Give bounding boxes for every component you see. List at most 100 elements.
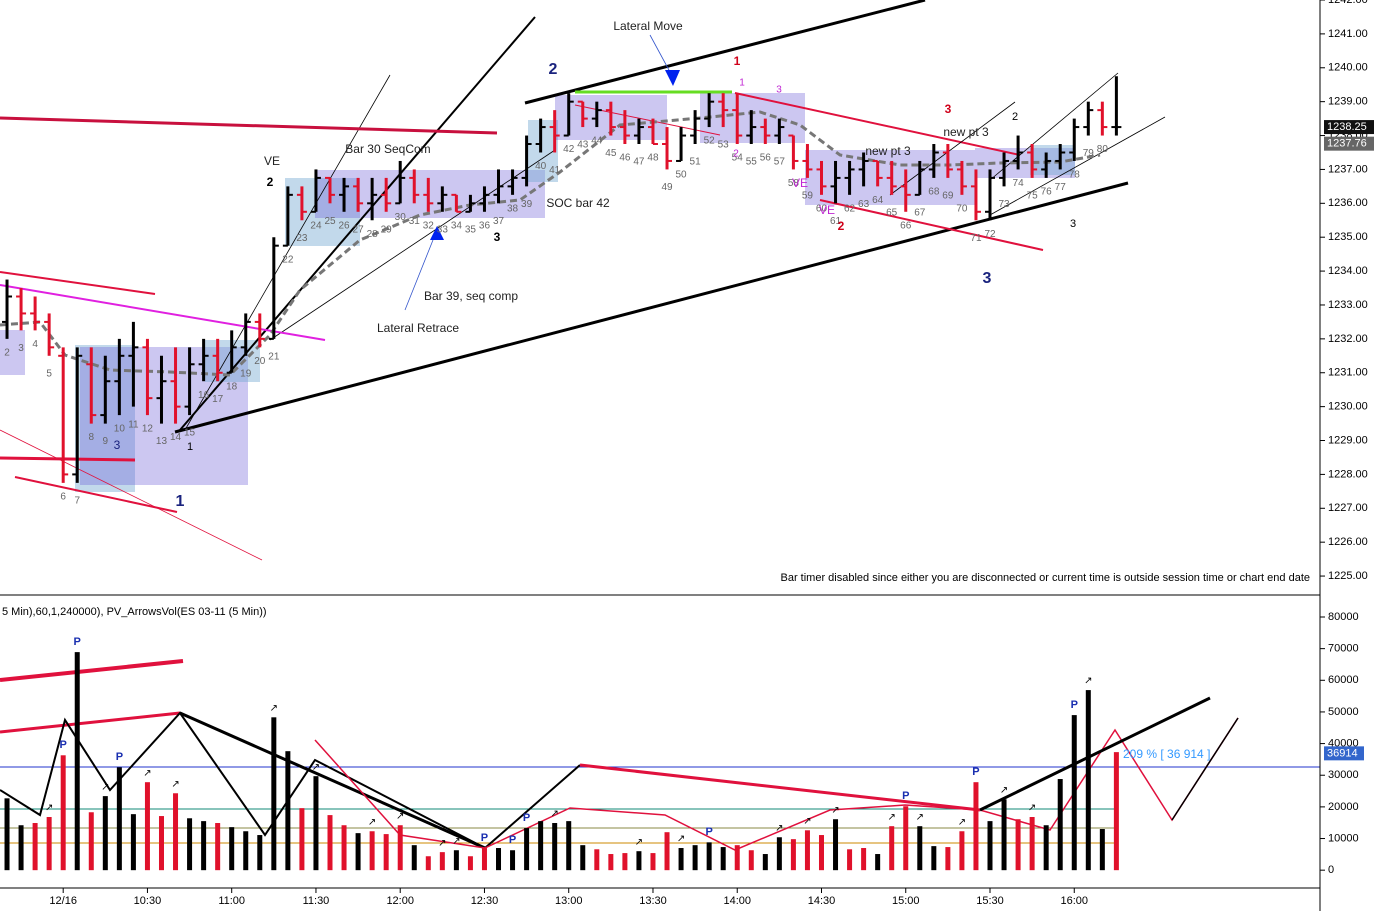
y-tick-label: 70000: [1328, 643, 1359, 655]
volume-bar: [299, 808, 305, 871]
volume-bar: [1071, 715, 1077, 871]
annotation: 2: [733, 149, 739, 160]
x-tick-label: 12:30: [471, 895, 499, 907]
volume-bar: [116, 767, 122, 871]
volume-bar: [74, 652, 80, 871]
volume-bar: [327, 815, 333, 871]
volume-bar: [496, 848, 502, 871]
volume-marker: P: [116, 751, 123, 763]
bar-number: 52: [704, 136, 716, 147]
bar-number: 70: [956, 203, 968, 214]
bar-number: 51: [690, 157, 702, 168]
volume-bar: [650, 853, 656, 871]
trend-line: [184, 74, 391, 431]
volume-bar: [987, 821, 993, 871]
y-tick-label: 1241.00: [1328, 28, 1368, 40]
volume-bar: [271, 717, 277, 871]
volume-bar: [46, 817, 52, 871]
bar-number: 45: [605, 148, 617, 159]
volume-lines: [0, 659, 1320, 851]
bar-number: 43: [577, 140, 589, 151]
annotation: 2: [267, 175, 274, 189]
volume-reference-label: 209 % [ 36 914 ]: [1123, 747, 1210, 761]
volume-bar: [467, 856, 473, 871]
pointer-line: [649, 34, 671, 73]
volume-arrow: ↗: [452, 836, 460, 847]
bar-number: 69: [942, 191, 954, 202]
bar-number: 18: [226, 381, 238, 392]
volume-bar: [425, 856, 431, 871]
bar-number: 59: [802, 191, 814, 202]
x-tick-label: 11:00: [218, 895, 245, 907]
trend-line: [889, 101, 1016, 196]
x-tick-label: 14:00: [723, 895, 751, 907]
volume-bar: [622, 853, 628, 871]
volume-bar: [1113, 752, 1119, 871]
y-tick-label: 1231.00: [1328, 367, 1368, 379]
bar-number: 71: [970, 233, 982, 244]
trend-line: [0, 429, 263, 561]
volume-arrow: ↗: [888, 812, 896, 823]
volume-arrow: ↗: [1000, 785, 1008, 796]
bar-number: 65: [886, 207, 898, 218]
y-tick-label: 1239.00: [1328, 96, 1368, 108]
volume-bar: [481, 848, 487, 871]
bar-number: 54: [732, 153, 744, 164]
bar-number: 28: [367, 229, 379, 240]
volume-bar: [917, 826, 923, 871]
volume-bar: [60, 755, 66, 871]
volume-arrow: ↗: [916, 812, 924, 823]
bar-number: 8: [88, 432, 94, 443]
volume-bar: [566, 821, 572, 871]
x-tick-label: 12:00: [386, 895, 414, 907]
x-tick-label: 13:00: [555, 895, 583, 907]
annotation: 1: [187, 441, 193, 453]
volume-bar: [959, 831, 965, 871]
y-tick-label: 1235.00: [1328, 231, 1368, 243]
bar-number: 34: [451, 220, 463, 231]
volume-bar: [790, 839, 796, 871]
volume-bar: [355, 833, 361, 871]
volume-bar: [453, 850, 459, 871]
bar-number: 40: [535, 161, 547, 172]
volume-bar: [552, 823, 558, 871]
annotation: 3: [114, 438, 121, 452]
volume-zigzag: [1171, 717, 1239, 821]
volume-arrow: ↗: [312, 762, 320, 773]
bar-number: 63: [858, 199, 870, 210]
bar-number: 7: [74, 496, 80, 507]
bar-number: 53: [718, 140, 730, 151]
trend-line: [0, 456, 136, 462]
volume-bar: [411, 845, 417, 871]
trend-line: [14, 476, 178, 513]
annotation: new pt 3: [943, 125, 989, 139]
volume-arrow: ↗: [550, 809, 558, 820]
bar-number: 27: [353, 224, 365, 235]
annotation: VE: [792, 176, 808, 190]
trend-line: [0, 271, 156, 295]
x-tick-label: 13:30: [639, 895, 667, 907]
bar-number: 25: [324, 216, 336, 227]
volume-arrow: ↗: [677, 834, 685, 845]
volume-trend: [579, 763, 981, 812]
bar-number: 77: [1055, 182, 1067, 193]
bar-number: 35: [465, 224, 477, 235]
volume-bar: [1001, 799, 1007, 871]
moving-average: [0, 110, 1101, 377]
volume-arrow: ↗: [775, 823, 783, 834]
volume-bar: [369, 831, 375, 871]
volume-bar: [847, 849, 853, 871]
volume-bar: [32, 823, 38, 871]
bar-number: 16: [198, 390, 210, 401]
indicator-title: 5 Min),60,1,240000), PV_ArrowsVol(ES 03-…: [2, 606, 267, 618]
volume-bar: [397, 825, 403, 871]
volume-bar: [1099, 829, 1105, 871]
arrow-marker: [430, 226, 444, 240]
volume-bar: [4, 798, 10, 871]
trend-line: [0, 284, 326, 341]
bar-number: 5: [46, 368, 52, 379]
status-note: Bar timer disabled since either you are …: [781, 572, 1311, 584]
volume-bar: [664, 832, 670, 871]
bar-number: 61: [830, 216, 842, 227]
volume-marker: P: [523, 812, 530, 824]
